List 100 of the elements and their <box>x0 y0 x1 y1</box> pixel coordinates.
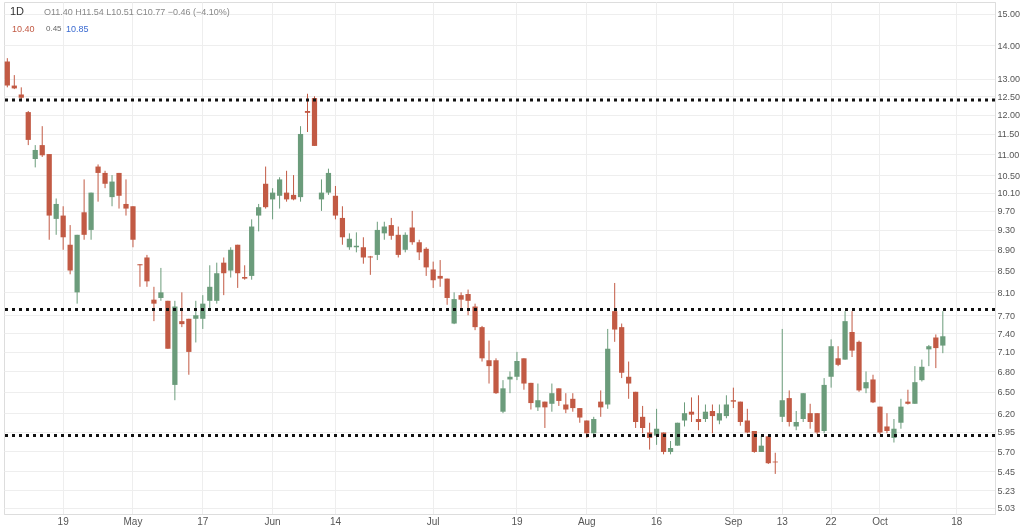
annotation: O11.40 H11.54 L10.51 C10.77 −0.46 (−4.10%) <box>44 7 230 17</box>
y-tick-label: 12.50 <box>997 91 1021 102</box>
y-tick-label: 13.00 <box>997 74 1021 85</box>
candlestick <box>472 303 478 331</box>
y-tick-label: 5.95 <box>997 427 1016 438</box>
y-tick-label: 9.30 <box>997 225 1016 236</box>
x-tick-label: 17 <box>197 515 209 527</box>
x-tick-label: May <box>123 515 143 527</box>
candlestick <box>563 392 569 414</box>
candlestick <box>591 416 597 439</box>
candlestick <box>81 178 87 241</box>
y-tick-label: 14.00 <box>997 40 1021 51</box>
candlestick <box>388 217 394 241</box>
y-tick-label: 6.80 <box>997 366 1016 377</box>
x-tick-label: Aug <box>577 515 596 527</box>
candlestick <box>814 412 820 435</box>
candlestick <box>716 404 723 425</box>
x-tick-label: Jul <box>426 515 440 527</box>
candlestick <box>360 236 366 265</box>
candlestick <box>423 246 429 277</box>
x-tick-label: 22 <box>825 515 838 527</box>
candlestick <box>535 383 541 412</box>
candlestick <box>95 163 101 203</box>
y-tick-label: 5.45 <box>997 466 1016 477</box>
annotation: 0.45 <box>46 24 63 33</box>
y-tick-label: 10.50 <box>997 170 1021 181</box>
candlestick <box>863 370 869 394</box>
candlestick <box>514 351 520 381</box>
x-tick-label: 14 <box>329 515 342 527</box>
annotation: 10.85 <box>66 24 89 34</box>
y-tick-label: 7.40 <box>997 328 1016 339</box>
y-tick-label: 5.23 <box>997 485 1016 496</box>
candlestick <box>549 383 555 413</box>
x-tick-label: 13 <box>776 515 789 527</box>
y-tick-label: 9.70 <box>997 206 1016 217</box>
candlestick <box>681 401 688 427</box>
candlestick <box>570 392 576 413</box>
candlestick <box>807 403 813 430</box>
y-tick-label: 8.50 <box>997 266 1016 277</box>
y-tick-label: 11.00 <box>997 149 1020 160</box>
candlestick <box>402 231 408 253</box>
candlestick <box>905 389 911 405</box>
candlestick <box>437 259 443 288</box>
candlestick <box>640 405 646 434</box>
candlestick <box>116 172 122 210</box>
candlestick <box>933 333 939 369</box>
x-tick-label: 19 <box>57 515 70 527</box>
candlestick <box>870 374 876 404</box>
candlestick <box>60 205 66 251</box>
candlestick <box>709 404 716 434</box>
candlestick <box>737 401 743 427</box>
candlestick <box>263 166 269 210</box>
candlestick <box>919 359 925 382</box>
y-tick-label: 12.00 <box>997 110 1021 121</box>
x-tick-label: 19 <box>511 515 523 527</box>
candlestick <box>32 144 38 168</box>
candlestick <box>339 205 346 246</box>
candlestick <box>367 255 373 276</box>
candlestick <box>416 239 422 261</box>
candlestick <box>898 398 904 430</box>
y-tick-label: 8.10 <box>997 287 1016 298</box>
y-tick-label: 6.20 <box>997 408 1016 419</box>
candlestick <box>612 282 618 343</box>
x-tick-label: Jun <box>264 515 281 527</box>
candlestick <box>221 256 227 296</box>
candlestick <box>626 361 632 400</box>
candlestick <box>304 93 311 133</box>
candlestick <box>500 379 506 414</box>
y-tick-label: 8.90 <box>997 245 1016 256</box>
candlestick <box>723 394 730 419</box>
candlestick <box>276 176 283 210</box>
y-tick-label: 10.10 <box>997 188 1021 199</box>
candlestick <box>53 197 59 236</box>
y-tick-label: 5.70 <box>997 446 1016 457</box>
y-tick-label: 15.00 <box>997 9 1021 20</box>
candlestick <box>193 300 199 343</box>
candlestick <box>256 203 262 232</box>
candlestick <box>39 125 45 158</box>
candlestick <box>242 264 248 281</box>
x-tick-label: Oct <box>872 515 888 527</box>
candlestick <box>912 365 918 405</box>
candlestick <box>940 310 946 354</box>
y-tick-label: 7.10 <box>997 347 1016 358</box>
chart-title: 1D <box>10 5 25 17</box>
candlestick <box>332 185 339 220</box>
y-tick-label: 7.70 <box>997 310 1016 321</box>
y-tick-label: 5.03 <box>997 503 1016 514</box>
candlestick <box>151 286 157 322</box>
candlestick <box>228 246 234 279</box>
candlestick <box>688 396 695 423</box>
x-tick-label: Sep <box>724 515 743 527</box>
candlestick <box>695 394 702 431</box>
candlestick <box>730 387 736 409</box>
candlestick <box>109 174 115 207</box>
candlestick <box>786 389 792 427</box>
annotation: 10.40 <box>12 24 35 34</box>
candlestick <box>835 345 841 367</box>
candlestick <box>779 328 785 423</box>
candlestick <box>409 210 415 246</box>
x-tick-label: 16 <box>651 515 663 527</box>
